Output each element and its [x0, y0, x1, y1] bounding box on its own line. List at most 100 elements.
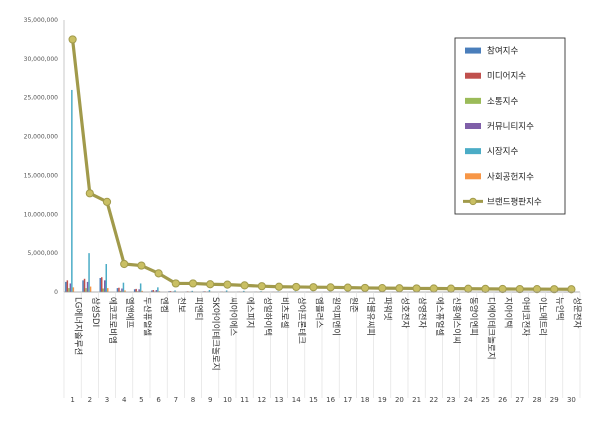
x-category-label: 지아이텍	[503, 297, 514, 328]
x-category-label: 원준	[348, 297, 358, 313]
y-tick-label: 25,000,000	[24, 95, 59, 102]
legend-swatch	[465, 47, 481, 54]
bar	[124, 290, 126, 292]
x-category-label: 성문전자	[571, 297, 582, 328]
x-rank-label: 10	[223, 396, 232, 404]
legend-label: 커뮤니티지수	[487, 121, 534, 132]
line-point	[120, 259, 129, 269]
line-point	[360, 283, 370, 293]
x-category-label: 삼성SDI	[90, 297, 101, 327]
bar	[88, 253, 90, 292]
x-category-label: 엠플러스	[313, 297, 324, 328]
legend-swatch	[465, 72, 481, 79]
bar	[121, 288, 123, 292]
legend-swatch	[465, 173, 481, 180]
x-rank-label: 1	[70, 396, 74, 404]
x-category-label: 두산퓨얼셀	[141, 297, 152, 336]
x-category-label: 천보	[176, 297, 187, 313]
line-point	[292, 282, 301, 292]
bar	[86, 281, 89, 292]
x-rank-label: 25	[481, 396, 490, 404]
x-rank-label: 29	[550, 396, 559, 404]
line-point	[378, 284, 387, 293]
x-rank-label: 5	[139, 396, 143, 404]
line-point	[326, 283, 335, 292]
legend-label: 소통지수	[487, 97, 518, 107]
x-category-label: 아비코전자	[520, 297, 531, 336]
x-category-label: 성호전자	[399, 297, 410, 328]
x-rank-label: 13	[275, 396, 284, 404]
x-category-label: 에스피지	[245, 297, 255, 328]
line-point	[154, 269, 163, 278]
bar	[191, 290, 193, 292]
bar	[104, 280, 106, 292]
legend-line-marker	[469, 197, 477, 206]
x-rank-label: 16	[326, 396, 335, 404]
bar	[151, 290, 153, 292]
bar	[65, 281, 67, 292]
line-point	[429, 284, 438, 293]
bar	[138, 289, 140, 292]
bar	[155, 290, 158, 292]
x-rank-label: 3	[105, 396, 109, 404]
x-category-label: 에스퓨얼셀	[434, 297, 445, 336]
x-category-label: 비츠로셀	[279, 297, 290, 328]
x-rank-label: 18	[361, 396, 370, 404]
x-rank-label: 7	[174, 396, 178, 404]
x-rank-label: 22	[429, 396, 438, 404]
bar	[102, 288, 104, 292]
line-point	[395, 284, 404, 293]
x-rank-label: 11	[240, 396, 249, 404]
y-tick-label: 15,000,000	[24, 172, 59, 179]
x-rank-label: 12	[257, 396, 266, 404]
x-axis: LG에너지솔루션 1 삼성SDI 2 에코프로비엠 3 엘앤에프 4 두산퓨얼셀 5 엔켐 6 천보 7 피…	[63, 291, 582, 404]
bar	[105, 264, 107, 292]
x-category-label: 상아프론테크	[296, 297, 307, 344]
line-point	[171, 279, 180, 288]
bar	[83, 278, 86, 292]
x-category-label: 피엔티	[193, 297, 204, 320]
x-category-label: 엔켐	[159, 297, 170, 313]
x-category-label: SK아이이테크놀로지	[210, 297, 221, 371]
line-point	[188, 279, 198, 288]
bar	[69, 283, 72, 292]
x-rank-label: 2	[88, 396, 92, 404]
line-point	[481, 284, 490, 293]
bar	[82, 280, 84, 292]
bar	[152, 290, 155, 292]
bar	[157, 287, 159, 292]
bar	[243, 290, 245, 292]
x-category-label: 파워넷	[382, 297, 392, 321]
x-rank-label: 8	[191, 396, 195, 404]
legend-swatch	[465, 123, 481, 129]
x-rank-label: 30	[567, 396, 576, 404]
bar	[89, 286, 92, 292]
bar	[99, 278, 101, 292]
line-point	[567, 285, 576, 294]
x-rank-label: 20	[395, 396, 404, 404]
x-category-label: 이노메트리	[537, 297, 548, 336]
x-category-label: 뉴인텍	[554, 297, 565, 320]
y-tick-label: 30,000,000	[24, 56, 59, 63]
y-tick-label: 20,000,000	[24, 134, 59, 141]
x-rank-label: 24	[464, 396, 473, 404]
bar	[66, 280, 69, 292]
line-point	[85, 189, 94, 198]
bar	[122, 282, 125, 292]
x-rank-label: 6	[156, 396, 161, 404]
x-rank-label: 17	[343, 396, 352, 404]
line-point	[550, 285, 559, 294]
y-tick-label: 5,000,000	[27, 250, 58, 257]
x-category-label: LG에너지솔루션	[73, 297, 84, 355]
line-point	[206, 280, 215, 289]
x-category-label: 씨아이에스	[227, 297, 238, 336]
line-point	[532, 285, 542, 294]
x-rank-label: 26	[498, 396, 507, 404]
line-point	[274, 282, 284, 291]
x-category-label: 신흥에스이씨	[451, 297, 462, 344]
bar	[119, 290, 122, 292]
x-rank-label: 19	[378, 396, 387, 404]
x-rank-label: 27	[515, 396, 524, 404]
bar	[141, 290, 143, 292]
